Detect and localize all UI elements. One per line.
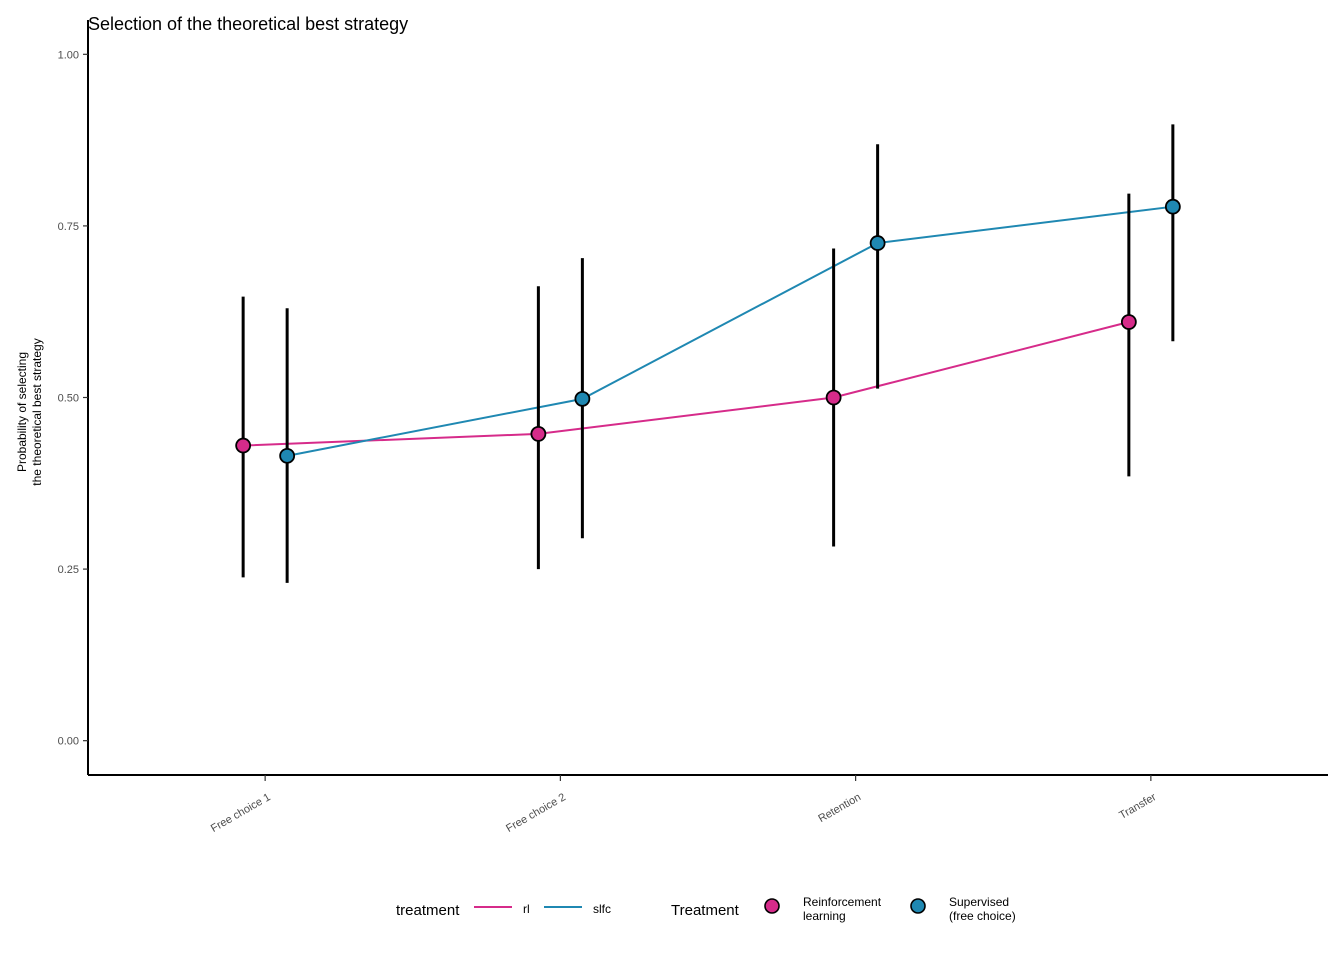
error-bars [241,124,1175,583]
legend-point-title: Treatment [671,902,740,919]
legend-point-label-slfc-line-1: Supervised [949,895,1009,909]
y-tick-label: 0.00 [58,736,79,748]
data-point-slfc [279,447,296,464]
legend-line-label-slfc: slfc [593,902,611,916]
data-points [235,198,1181,464]
data-point-rl [825,389,842,406]
y-tick-label: 0.75 [58,221,79,233]
y-axis-label-line-2: the theoretical best strategy [30,338,44,485]
series-lines [243,205,1173,457]
data-point-rl [530,425,547,442]
legend-point-swatch-slfc [910,898,926,914]
data-point-rl [1120,314,1137,330]
x-tick-label: Transfer [1117,791,1158,822]
legend-line-title: treatment [396,902,460,919]
data-point-slfc [1164,198,1181,215]
legend: treatment rl slfc Treatment Reinforcemen… [396,895,1016,923]
y-ticks: 0.00 0.25 0.50 0.75 1.00 [58,49,88,748]
legend-point-label-slfc-line-2: (free choice) [949,909,1016,923]
series-line-slfc [286,205,1173,457]
y-axis-label: Probability of selecting the theoretical… [15,338,44,485]
x-ticks: Free choice 1 Free choice 2 Retention Trans… [209,775,1159,835]
y-axis-label-line-1: Probability of selecting [15,352,29,472]
data-point-rl [235,437,252,454]
x-tick-label: Retention [816,791,863,825]
x-tick-label: Free choice 1 [209,791,273,835]
y-tick-label: 1.00 [58,49,79,61]
x-tick-label: Free choice 2 [504,791,568,835]
legend-point-label-rl-line-1: Reinforcement [803,895,882,909]
legend-point-label-rl-line-2: learning [803,909,846,923]
legend-point-swatch-rl [764,898,780,914]
chart-title: Selection of the theoretical best strate… [88,14,408,34]
data-point-slfc [869,235,886,251]
y-tick-label: 0.25 [58,564,79,576]
data-point-slfc [574,390,591,407]
series-line-rl [243,321,1130,447]
legend-line-label-rl: rl [523,902,530,916]
y-tick-label: 0.50 [58,393,79,405]
